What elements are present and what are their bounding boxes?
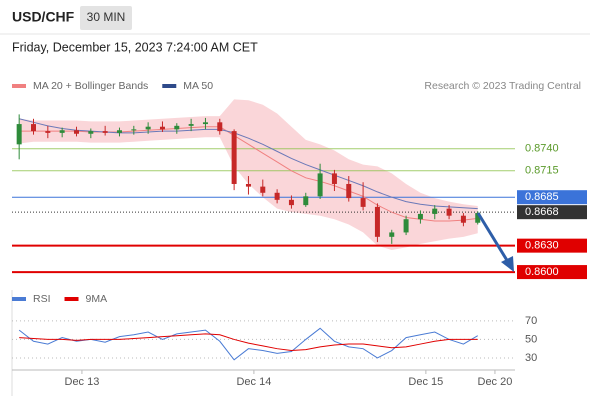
candle-body xyxy=(403,219,409,233)
candle-body xyxy=(45,131,51,133)
candle-body xyxy=(174,125,180,130)
candle-body xyxy=(260,186,266,193)
symbol: USD/CHF xyxy=(12,9,75,25)
candle-body xyxy=(73,130,79,134)
candle-body xyxy=(460,215,466,223)
candle-body xyxy=(288,199,294,206)
level-label-box xyxy=(517,238,587,253)
level-label: 0.8630 xyxy=(525,240,559,252)
candle-body xyxy=(116,130,122,133)
candle-body xyxy=(59,130,65,133)
legend-label: RSI xyxy=(33,293,51,305)
candle-body xyxy=(245,183,251,187)
candle-body xyxy=(331,173,337,184)
indicator-line xyxy=(18,327,478,361)
candle-body xyxy=(374,206,380,237)
legend-label: MA 50 xyxy=(183,80,213,92)
interval-badge xyxy=(80,6,132,30)
source: Research © 2023 Trading Central xyxy=(424,80,581,92)
bollinger-band xyxy=(19,99,478,251)
candle-body xyxy=(16,124,22,145)
indicator-line xyxy=(19,333,478,352)
candle-body xyxy=(303,196,309,206)
candle-body xyxy=(159,126,165,130)
y-tick-label: 50 xyxy=(525,333,537,345)
projection-arrowhead xyxy=(501,256,514,272)
y-tick-label: 30 xyxy=(525,352,537,364)
timestamp: Friday, December 15, 2023 7:24:00 AM CET xyxy=(12,40,258,54)
candle-body xyxy=(389,232,395,237)
candle-body xyxy=(188,124,194,126)
candle-body xyxy=(446,208,452,216)
legend-swatch xyxy=(12,297,26,301)
projection-arrow xyxy=(476,212,510,263)
level-label-box xyxy=(517,265,587,280)
candle-body xyxy=(217,122,223,132)
interval: 30 MIN xyxy=(87,10,126,24)
candle-body xyxy=(145,126,151,130)
candle-body xyxy=(102,131,108,133)
legend-swatch xyxy=(162,84,177,88)
x-tick-label: Dec 15 xyxy=(408,376,443,388)
candle-body xyxy=(360,198,366,207)
candle-body xyxy=(432,208,438,214)
candle-body xyxy=(417,213,423,220)
x-tick-label: Dec 20 xyxy=(478,376,513,388)
legend-label: 9MA xyxy=(86,293,108,305)
candle-body xyxy=(231,131,237,184)
candle-body xyxy=(202,122,208,125)
candle-body xyxy=(274,192,280,200)
legend-swatch xyxy=(12,84,26,88)
x-tick-label: Dec 14 xyxy=(236,376,271,388)
level-label: 0.8685 xyxy=(525,191,559,203)
level-label: 0.8668 xyxy=(525,206,559,218)
level-label-box xyxy=(517,190,587,205)
candle-body xyxy=(88,131,94,134)
x-tick-label: Dec 13 xyxy=(65,376,100,388)
level-label: 0.8715 xyxy=(525,165,559,177)
legend-swatch xyxy=(64,297,79,301)
candle-body xyxy=(346,183,352,199)
candle-body xyxy=(475,213,481,223)
candle-body xyxy=(131,129,137,131)
candle-body xyxy=(30,124,36,132)
level-label: 0.8740 xyxy=(525,143,559,155)
moving-average xyxy=(19,118,478,210)
candle-body xyxy=(317,173,323,197)
level-label: 0.8600 xyxy=(525,266,559,278)
moving-average xyxy=(19,126,478,222)
legend-label: MA 20 + Bollinger Bands xyxy=(33,80,148,92)
y-tick-label: 70 xyxy=(525,315,537,327)
level-label-box xyxy=(517,205,587,220)
